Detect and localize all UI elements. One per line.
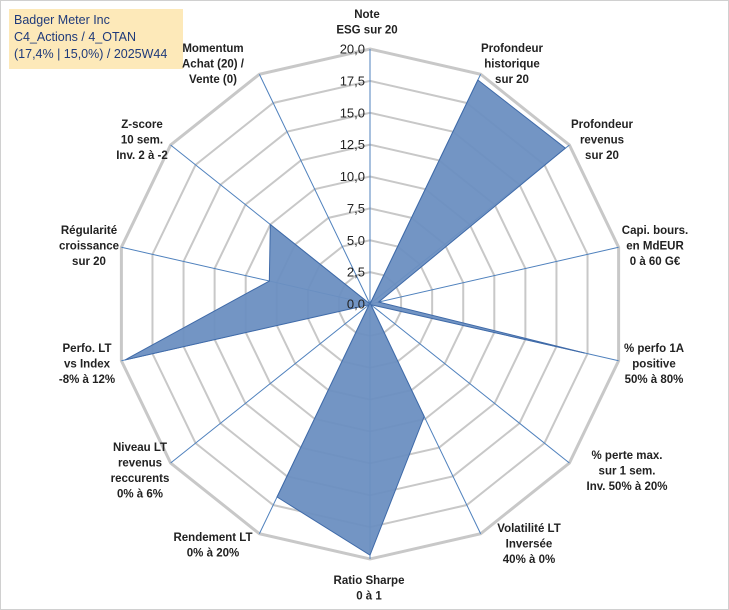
series-area [124,79,586,556]
axis-label-line: positive [632,359,675,371]
axis-label-line: Vente (0) [189,74,237,86]
axis-label-line: Profondeur [571,119,633,131]
axis-label-line: Perfo. LT [63,343,112,355]
axis-label-line: Inv. 2 à -2 [116,150,168,162]
axis-label-line: Niveau LT [113,442,167,454]
axis-label-line: sur 20 [495,74,529,86]
tick-layer: 0,0 2,5 5,0 7,5 10,0 12,5 15,0 17,5 20,0 [340,42,365,312]
axis-label: Z-score 10 sem. Inv. 2 à -2 [116,119,168,162]
axis-label-line: Profondeur [481,43,543,55]
title-line-stats: (17,4% | 15,0%) / 2025W44 [14,47,168,61]
axis-label-line: revenus [580,135,624,147]
axis-label: Rendement LT 0% à 20% [173,532,252,560]
axis-label-line: Momentum [182,43,243,55]
axis-label: Momentum Achat (20) / Vente (0) [182,43,245,86]
axis-label: Perfo. LT vs Index -8% à 12% [59,343,115,386]
axis-label-line: Achat (20) / [182,59,245,71]
axis-label-line: Inversée [506,539,553,551]
tick-label: 7,5 [347,201,365,216]
axis-label-line: 0% à 20% [187,548,239,560]
axis-label-line: 40% à 0% [503,554,555,566]
axis-label-line: Volatilité LT [497,523,560,535]
tick-label: 10,0 [340,169,365,184]
axis-label-line: Régularité [61,225,117,237]
axis-label: Profondeur historique sur 20 [481,43,543,86]
axis-label: % perfo 1A positive 50% à 80% [624,343,684,386]
axis-label-line: % perte max. [592,450,663,462]
axis-label-line: Z-score [121,119,163,131]
axis-label-line: sur 20 [72,256,106,268]
axis-label: Volatilité LT Inversée 40% à 0% [497,523,560,566]
axis-label-line: Note [354,9,380,21]
tick-label: 0,0 [347,297,365,312]
axis-label-line: 0 à 1 [356,591,382,603]
axis-label: Niveau LT revenus reccurents 0% à 6% [111,442,170,501]
axis-label: Régularité croissance sur 20 [59,225,119,268]
axis-spoke [369,303,570,464]
axis-label-line: sur 20 [585,150,619,162]
axis-label-line: Capi. bours. [622,225,688,237]
axis-label-line: Ratio Sharpe [334,575,405,587]
axis-label-line: 50% à 80% [625,374,684,386]
axis-label-line: revenus [118,458,162,470]
axis-label-line: -8% à 12% [59,374,115,386]
axis-label-line: Rendement LT [173,532,252,544]
axis-label-line: historique [484,59,540,71]
tick-label: 15,0 [340,105,365,120]
axis-label-line: croissance [59,241,119,253]
axis-label: Note ESG sur 20 [336,9,397,37]
axis-label: Profondeur revenus sur 20 [571,119,633,162]
axis-label-line: 0% à 6% [117,489,163,501]
axis-label-line: reccurents [111,473,170,485]
axis-spoke [258,74,371,305]
title-line-company: Badger Meter Inc [14,13,110,27]
axis-label-line: 0 à 60 G€ [630,256,681,268]
tick-label: 20,0 [340,42,365,57]
tick-label: 17,5 [340,73,365,88]
axis-label-line: en MdEUR [626,241,684,253]
chart-title: Badger Meter Inc C4_Actions / 4_OTAN (17… [9,9,183,69]
axis-label-line: sur 1 sem. [599,466,656,478]
axis-label-line: ESG sur 20 [336,25,397,37]
axis-label: Ratio Sharpe 0 à 1 [334,575,405,603]
axis-label: % perte max. sur 1 sem. Inv. 50% à 20% [587,450,668,493]
axis-label-line: Inv. 50% à 20% [587,481,668,493]
title-line-category: C4_Actions / 4_OTAN [14,30,137,44]
series-layer [124,79,586,556]
axis-spoke [369,246,619,305]
tick-label: 5,0 [347,233,365,248]
axis-spoke [170,303,371,464]
axis-label: Capi. bours. en MdEUR 0 à 60 G€ [622,225,688,268]
axis-label-line: % perfo 1A [624,343,684,355]
tick-label: 12,5 [340,137,365,152]
axis-label-line: 10 sem. [121,135,163,147]
tick-label: 2,5 [347,265,365,280]
axis-label-line: vs Index [64,359,111,371]
label-layer: Note ESG sur 20 Profondeur historique sur 20… [59,9,688,603]
